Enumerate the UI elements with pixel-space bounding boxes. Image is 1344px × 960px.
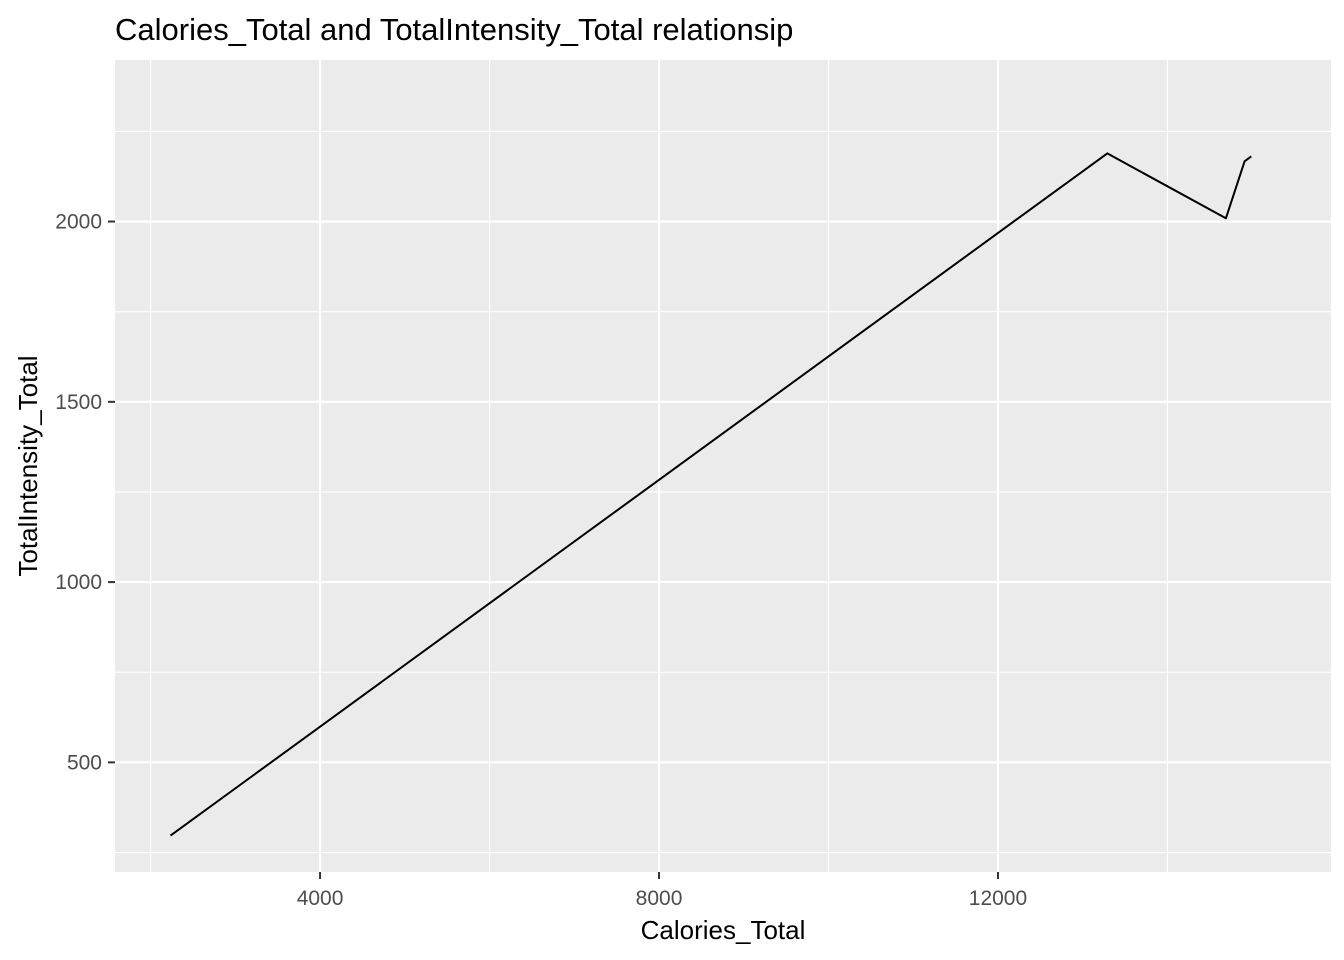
minor-gridlines — [115, 60, 1331, 872]
series-line — [169, 152, 1252, 837]
chart-title: Calories_Total and TotalIntensity_Total … — [115, 12, 793, 47]
x-tick-label: 8000 — [636, 887, 683, 910]
y-tick-label: 1500 — [55, 391, 102, 414]
x-tick-label: 4000 — [297, 887, 344, 910]
y-axis: 500 1000 1500 2000 — [55, 211, 115, 774]
y-tick-label: 1000 — [55, 571, 102, 594]
x-axis-title: Calories_Total — [641, 915, 806, 945]
x-tick-label: 12000 — [969, 887, 1027, 910]
y-tick-label: 500 — [67, 751, 102, 774]
y-axis-title: TotalIntensity_Total — [13, 355, 43, 576]
series-layer — [169, 152, 1252, 837]
major-gridlines — [115, 60, 1331, 872]
x-axis: 4000 8000 12000 — [297, 872, 1027, 910]
plot-panel — [115, 60, 1331, 872]
y-tick-label: 2000 — [55, 211, 102, 234]
